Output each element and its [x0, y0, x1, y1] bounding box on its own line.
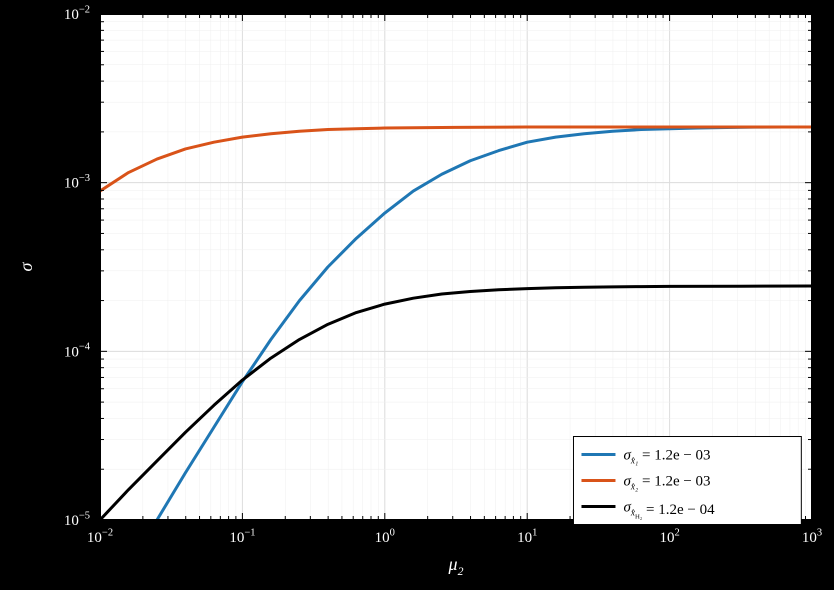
- y-axis-title: σ: [16, 261, 36, 271]
- line-chart: 10−210−110010110210310−510−410−310−2μ2σσ…: [0, 0, 834, 590]
- legend: σx̂₁ = 1.2e − 03σx̂₂ = 1.2e − 03σx̂H₂ = …: [573, 437, 801, 525]
- chart-container: 10−210−110010110210310−510−410−310−2μ2σσ…: [0, 0, 834, 590]
